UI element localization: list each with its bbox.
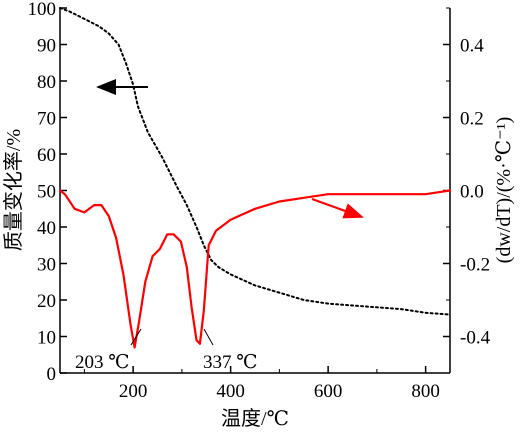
y-left-tick-label: 30 bbox=[37, 255, 56, 276]
y-right-tick-label: -0.2 bbox=[460, 255, 490, 276]
annotation-leader-337 bbox=[203, 328, 214, 346]
y-left-tick-label: 20 bbox=[37, 291, 56, 312]
y-left-tick-label: 70 bbox=[37, 109, 56, 130]
y-right-tick-label: 0.0 bbox=[460, 182, 484, 203]
annotation-leader-203 bbox=[130, 328, 142, 346]
annotation-203: 203 ℃ bbox=[75, 352, 130, 373]
y-right-axis-title: (dw/dT)/(%·℃⁻¹) bbox=[493, 117, 515, 264]
y-left-tick-label: 0 bbox=[47, 364, 57, 385]
y-right-tick-label: 0.2 bbox=[460, 109, 484, 130]
x-tick-label: 600 bbox=[314, 381, 343, 402]
y-left-axis-title: 质量变化率/% bbox=[2, 129, 25, 251]
x-tick-label: 400 bbox=[216, 381, 245, 402]
y-left-tick-label: 40 bbox=[37, 218, 56, 239]
y-right-tick-label: -0.4 bbox=[460, 328, 491, 349]
y-left-tick-label: 100 bbox=[28, 0, 57, 20]
y-left-tick-label: 60 bbox=[37, 145, 56, 166]
tg-curve bbox=[59, 7, 451, 316]
y-left-tick-label: 50 bbox=[37, 182, 56, 203]
x-tick-label: 200 bbox=[119, 381, 148, 402]
y-left-tick-label: 90 bbox=[37, 36, 56, 57]
y-right-tick-label: 0.4 bbox=[460, 36, 484, 57]
right-axis-arrow bbox=[311, 198, 364, 219]
x-axis-title: 温度/℃ bbox=[221, 407, 289, 430]
annotation-337: 337 ℃ bbox=[203, 352, 258, 373]
y-left-tick-label: 10 bbox=[37, 328, 56, 349]
y-left-tick-label: 80 bbox=[37, 72, 56, 93]
x-tick-label: 800 bbox=[411, 381, 440, 402]
dtg-curve bbox=[58, 189, 452, 349]
